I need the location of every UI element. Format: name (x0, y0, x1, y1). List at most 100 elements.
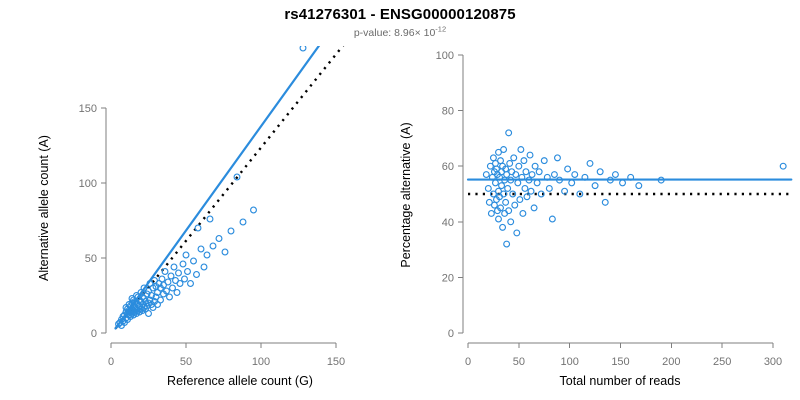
scatter-point (657, 176, 665, 184)
scatter-point (161, 268, 169, 275)
scatter-point (591, 182, 599, 190)
y-tick-label: 0 (448, 328, 454, 340)
x-tick-label: 150 (327, 356, 345, 368)
scatter-point (157, 296, 164, 304)
scatter-point (484, 184, 492, 192)
scatter-point (571, 171, 579, 179)
scatter-point (500, 190, 508, 198)
scatter-point (511, 201, 519, 209)
scatter-point (200, 263, 208, 271)
scatter-point (601, 198, 609, 206)
scatter-point (505, 207, 513, 215)
fit-line-left (114, 46, 321, 330)
y-tick-label: 20 (442, 272, 454, 284)
scatter-point (486, 162, 494, 170)
scatter-point (145, 310, 152, 317)
scatter-point (596, 168, 604, 176)
y-tick-label: 150 (79, 103, 97, 115)
scatter-point (499, 223, 507, 231)
scatter-point (182, 251, 190, 259)
y-axis-line-left (101, 107, 107, 334)
scatter-point (194, 224, 202, 232)
scatter-point (215, 235, 223, 242)
scatter-point (197, 245, 205, 253)
scatter-point (627, 173, 635, 181)
y-axis-line-right (458, 54, 464, 334)
scatter-point (527, 187, 535, 195)
scatter-point (487, 209, 495, 217)
scatter-point (521, 184, 529, 192)
x-axis-line-left (110, 342, 337, 348)
scatter-point (513, 229, 521, 237)
scatter-series-left (115, 46, 307, 329)
x-tick-label: 250 (713, 356, 731, 368)
scatter-point (503, 171, 511, 179)
page-title: rs41276301 - ENSG00000120875 (284, 6, 516, 23)
scatter-point (193, 271, 200, 278)
scatter-point (507, 176, 515, 184)
scatter-point (203, 251, 211, 259)
scatter-point (489, 190, 497, 198)
scatter-point (523, 193, 531, 201)
scatter-point (635, 182, 643, 190)
left-panel-allele-counts: 0 50 100 150 0 50 100 150 Alternative allele cou… (37, 46, 345, 388)
x-tick-label: 0 (465, 356, 471, 368)
scatter-point (522, 168, 530, 176)
scatter-point (528, 171, 536, 179)
scatter-point (507, 218, 515, 226)
scatter-point (556, 176, 563, 184)
right-panel-percentage: 0 20 40 60 80 100 0 50 100 150 200 250 300 Percentage… (399, 50, 793, 388)
scatter-point (166, 293, 173, 301)
scatter-point (533, 179, 541, 187)
scatter-point (179, 260, 187, 268)
scatter-point (611, 171, 619, 179)
scatter-point (510, 154, 518, 162)
y-tick-label: 60 (442, 161, 454, 173)
scatter-point (299, 46, 307, 52)
scatter-point (548, 215, 556, 223)
scatter-point (518, 173, 526, 181)
x-tick-label: 150 (611, 356, 629, 368)
scatter-point (545, 184, 553, 192)
scatter-point (779, 162, 787, 170)
x-axis-line-right (467, 342, 774, 348)
scatter-point (491, 179, 499, 187)
scatter-point (169, 284, 176, 292)
scatter-point (514, 179, 522, 187)
scatter-point (250, 206, 257, 214)
scatter-point (505, 129, 513, 137)
scatter-point (167, 272, 175, 280)
scatter-point (530, 204, 538, 212)
scatter-point (520, 157, 528, 165)
scatter-point (581, 173, 589, 181)
x-tick-label: 0 (108, 356, 114, 368)
x-tick-label: 100 (560, 356, 578, 368)
scatter-point (495, 215, 502, 223)
scatter-point (184, 268, 191, 275)
scatter-point (586, 159, 594, 167)
scatter-point (482, 171, 490, 179)
scatter-point (181, 275, 188, 283)
scatter-point (516, 196, 524, 204)
scatter-point (490, 201, 498, 209)
scatter-point (148, 292, 155, 299)
scatter-point (175, 269, 182, 277)
reference-line-left (114, 46, 345, 330)
scatter-point (561, 187, 569, 195)
scatter-point (503, 240, 511, 248)
scatter-point (553, 154, 561, 162)
x-axis-title-right: Total number of reads (560, 374, 681, 388)
scatter-point (519, 209, 527, 217)
y-tick-label: 40 (442, 217, 454, 229)
scatter-point (173, 289, 181, 296)
scatter-point (619, 179, 627, 187)
scatter-point (209, 242, 217, 250)
scatter-point (500, 146, 508, 153)
scatter-point (568, 179, 576, 187)
scatter-point (526, 151, 534, 159)
scatter-point (233, 173, 241, 181)
scatter-point (190, 257, 197, 265)
x-tick-label: 100 (252, 356, 270, 368)
scatter-point (502, 198, 510, 206)
